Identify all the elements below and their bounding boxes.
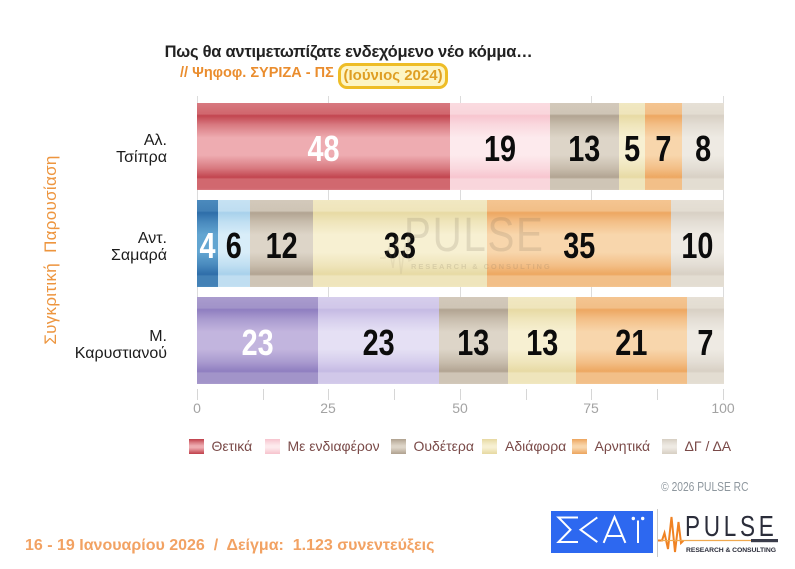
- svg-text:PULSE: PULSE: [685, 511, 778, 543]
- svg-text:RESEARCH & CONSULTING: RESEARCH & CONSULTING: [686, 547, 777, 554]
